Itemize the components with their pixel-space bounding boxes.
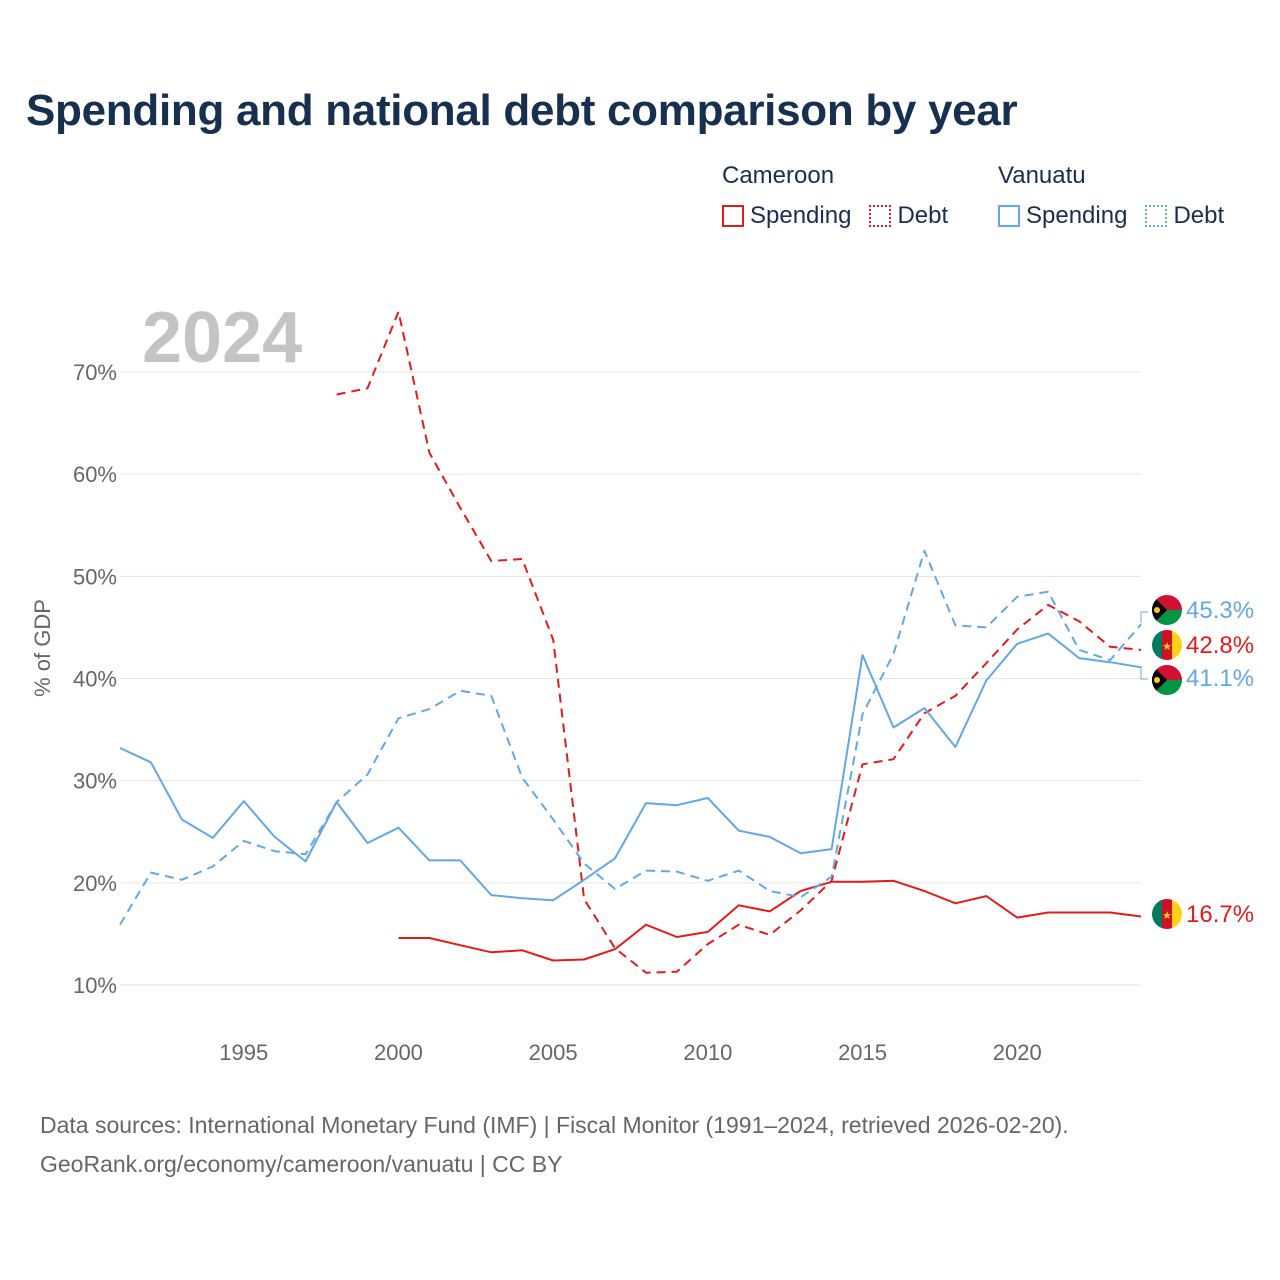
svg-text:★: ★ [1162,910,1172,922]
cameroon-flag-icon: ★ [1152,630,1182,660]
x-tick-label: 2020 [993,1040,1042,1065]
legend-country-cameroon: Cameroon [722,162,835,189]
x-tick-label: 2015 [838,1040,887,1065]
series-line-vanuatu-debt[interactable] [119,549,1142,926]
vanuatu-flag-icon [1152,665,1182,695]
legend-item-vanuatu-debt[interactable]: Debt [1145,202,1224,230]
legend-swatch-solid-icon [998,205,1020,227]
grid-lines [120,371,1141,986]
legend-item-cameroon-spending[interactable]: Spending [722,202,851,230]
y-tick-label: 50% [73,564,117,589]
y-tick-label: 10% [73,973,117,998]
series-line-cameroon-spending[interactable] [398,879,1142,962]
legend-label: Spending [750,202,852,229]
legend-label: Spending [1026,202,1128,229]
x-tick-label: 2000 [374,1040,423,1065]
series-line-vanuatu-spending[interactable] [119,632,1142,902]
x-tick-label: 2005 [529,1040,578,1065]
vanuatu-flag-icon [1152,595,1182,625]
page-title: Spending and national debt comparison by… [26,86,1018,135]
end-label-vanuatu-spending: 41.1% [1186,665,1254,692]
sources-line: Data sources: International Monetary Fun… [40,1112,1069,1138]
y-tick-label: 20% [73,871,117,896]
x-tick-label: 2010 [683,1040,732,1065]
leader-line [1140,666,1148,680]
end-label-cameroon-spending: 16.7% [1186,901,1254,928]
x-tick-label: 1995 [219,1040,268,1065]
legend-country-vanuatu: Vanuatu [998,162,1086,189]
legend-swatch-dotted-icon [869,205,892,227]
year-watermark: 2024 [142,298,302,378]
series-line-cameroon-debt[interactable] [336,310,1142,974]
legend-group-vanuatu: Vanuatu Spending Debt [998,162,1242,230]
y-tick-label: 30% [73,769,117,794]
series-lines [119,310,1142,974]
legend-label: Debt [1173,202,1225,229]
y-tick-label: 40% [73,667,117,692]
legend-item-vanuatu-spending[interactable]: Spending [998,202,1127,230]
data-sources: Data sources: International Monetary Fun… [40,1106,1069,1184]
sources-link[interactable]: GeoRank.org/economy/cameroon/vanuatu | C… [40,1151,563,1177]
y-axis-label: % of GDP [30,599,55,697]
legend-swatch-solid-icon [722,205,744,227]
end-label-cameroon-debt: 42.8% [1186,632,1254,659]
legend-swatch-dotted-icon [1145,205,1168,227]
cameroon-flag-icon: ★ [1152,899,1182,929]
legend-item-cameroon-debt[interactable]: Debt [869,202,948,230]
y-tick-label: 70% [73,360,117,385]
leader-line [1140,611,1148,623]
legend-label: Debt [897,202,949,229]
end-label-vanuatu-debt: 45.3% [1186,597,1254,624]
legend-group-cameroon: Cameroon Spending Debt [722,162,966,230]
y-tick-label: 60% [73,462,117,487]
svg-text:★: ★ [1162,641,1172,653]
axis-ticks: 10% 20% 30% 40% 50% 60% 70% 1995 2000 2005 2010 201… [73,360,1042,1065]
